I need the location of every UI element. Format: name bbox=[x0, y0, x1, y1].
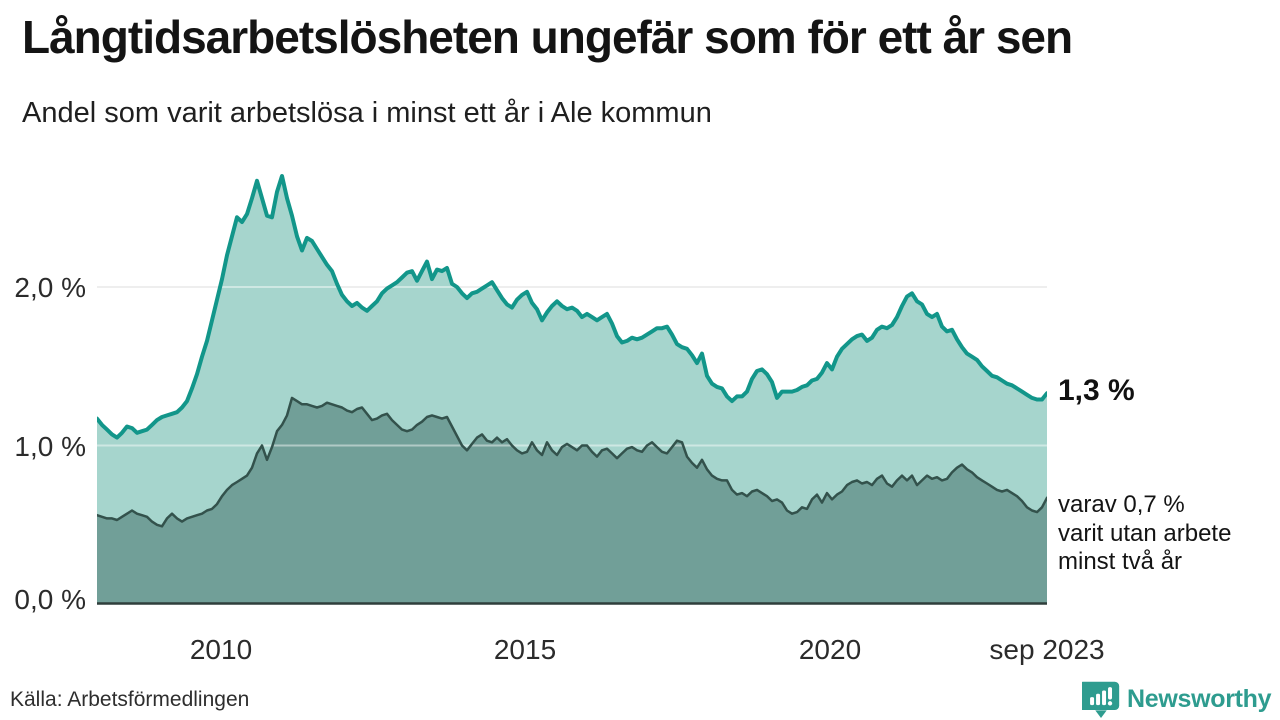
annotation-line-3: minst två år bbox=[1058, 548, 1183, 575]
y-axis-tick-1pct: 1,0 % bbox=[14, 431, 86, 462]
source-credit: Källa: Arbetsförmedlingen bbox=[10, 688, 250, 711]
annotation-line-2: varit utan arbete bbox=[1058, 519, 1232, 547]
newsworthy-logo[interactable]: Newsworthy bbox=[1078, 680, 1272, 718]
newsworthy-wordmark: Newsworthy bbox=[1127, 684, 1272, 713]
area-chart bbox=[97, 174, 1047, 605]
x-axis-tick-2010: 2010 bbox=[189, 634, 253, 665]
newsworthy-bar-chart-icon bbox=[1078, 680, 1120, 718]
x-axis-tick-2020: 2020 bbox=[798, 634, 862, 665]
series-end-annotation: varav 0,7 % varit utan arbete minst två … bbox=[1058, 491, 1231, 577]
x-axis-tick-sep-2023: sep 2023 bbox=[989, 634, 1105, 665]
y-axis-tick-2pct: 2,0 % bbox=[14, 272, 86, 303]
series-end-value-label: 1,3 % bbox=[1058, 374, 1135, 407]
annotation-line-1: varav 0,7 % bbox=[1058, 491, 1185, 518]
x-axis-tick-2015: 2015 bbox=[493, 634, 557, 665]
page-subtitle: Andel som varit arbetslösa i minst ett å… bbox=[22, 97, 712, 129]
y-axis-tick-0pct: 0,0 % bbox=[14, 584, 86, 615]
page-title: Långtidsarbetslösheten ungefär som för e… bbox=[22, 11, 1073, 63]
